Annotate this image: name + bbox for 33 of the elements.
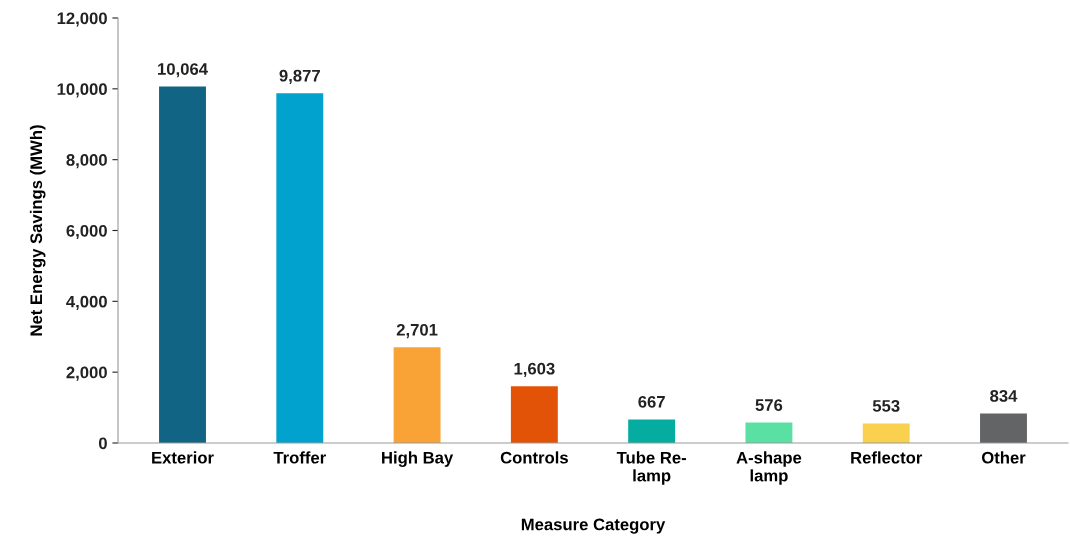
y-tick-label: 4,000 bbox=[66, 295, 107, 310]
y-tick-label: 2,000 bbox=[66, 366, 107, 381]
x-axis-title: Measure Category bbox=[521, 518, 666, 534]
x-tick-label: High Bay bbox=[382, 451, 454, 467]
y-tick-label: 10,000 bbox=[57, 83, 107, 98]
bar bbox=[510, 386, 558, 443]
bar bbox=[159, 86, 206, 443]
x-tick-label: Controls bbox=[500, 451, 568, 464]
data-label: 834 bbox=[990, 390, 1018, 402]
bar bbox=[276, 93, 324, 443]
y-tick-label: 0 bbox=[98, 437, 107, 450]
data-label: 2,701 bbox=[396, 323, 438, 339]
x-tick-label: Exterior bbox=[152, 451, 214, 464]
x-tick-label: Other bbox=[981, 451, 1026, 464]
data-label: 9,877 bbox=[279, 69, 320, 84]
x-tick-label: Reflector bbox=[851, 451, 923, 464]
data-label: 576 bbox=[755, 399, 783, 411]
bar bbox=[628, 419, 676, 443]
bar bbox=[745, 422, 793, 443]
y-tick-label: 12,000 bbox=[57, 12, 107, 27]
y-axis-title: Net Energy Savings (MWh) bbox=[29, 125, 46, 336]
data-label: 553 bbox=[872, 399, 900, 412]
bar bbox=[862, 423, 910, 443]
data-label: 667 bbox=[638, 395, 665, 408]
data-label: 1,603 bbox=[514, 362, 555, 378]
x-tick-label: Tube Re- lamp bbox=[616, 451, 687, 485]
bar bbox=[393, 347, 441, 443]
y-tick-label: 8,000 bbox=[66, 154, 107, 169]
data-label: 10,064 bbox=[158, 63, 208, 78]
bar bbox=[980, 413, 1027, 443]
x-tick-label: A-shape lamp bbox=[736, 451, 802, 485]
y-tick-label: 6,000 bbox=[66, 224, 107, 240]
x-tick-label: Troffer bbox=[273, 451, 326, 464]
